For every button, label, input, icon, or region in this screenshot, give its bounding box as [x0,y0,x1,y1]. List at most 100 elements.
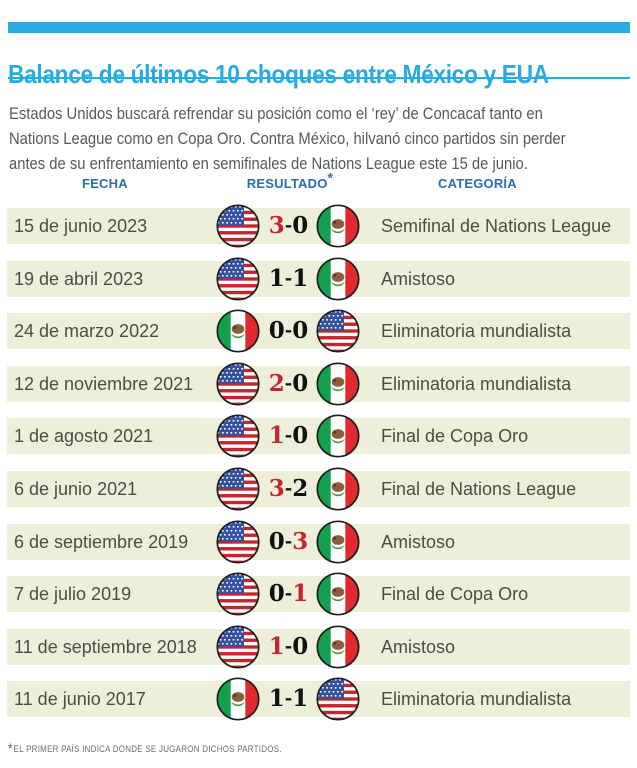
match-score: 0-1 [260,576,316,612]
mexico-flag-icon [316,520,360,564]
match-category: Final de Copa Oro [381,584,529,605]
usa-flag-icon [216,257,260,301]
away-score: 1 [292,580,308,608]
usa-flag-icon [216,204,260,248]
away-score: 0 [292,317,308,345]
table-row: 19 de abril 2023 1-1 Amistoso [0,257,637,301]
table-row: 11 de junio 2017 1-1 Eliminatoria mundia… [0,677,637,721]
match-score: 3-0 [260,208,316,244]
home-score: 1 [268,632,285,660]
home-score: 0 [268,527,285,555]
home-score: 1 [268,685,285,713]
usa-flag-icon [216,625,260,669]
home-score: 2 [268,369,285,397]
mexico-flag-icon [316,362,360,406]
mexico-flag-icon [316,625,360,669]
column-header-resultado: RESULTADO* [246,171,333,191]
match-score: 1-1 [260,261,316,297]
match-date: 11 de junio 2017 [14,689,146,710]
page-title: Balance de últimos 10 choques entre Méxi… [8,59,549,90]
column-header-resultado-label: RESULTADO [246,176,328,191]
away-score: 0 [292,369,308,397]
column-header-categoria: CATEGORÍA [438,176,517,191]
table-row: 24 de marzo 2022 0-0 Eliminatoria mundia… [0,309,637,353]
usa-flag-icon [216,362,260,406]
mexico-flag-icon [316,572,360,616]
match-score: 1-0 [260,418,316,454]
home-score: 3 [268,475,285,502]
home-score: 0 [268,317,285,345]
match-date: 1 de agosto 2021 [14,426,154,447]
intro-paragraph: Estados Unidos buscará refrendar su posi… [9,104,566,173]
match-score: 1-0 [260,629,316,665]
away-score: 0 [292,632,308,660]
footnote-text: EL PRIMER PAÍS INDICA DONDE SE JUGARON D… [13,744,282,755]
table-row: 12 de noviembre 2021 2-0 Eliminatoria mu… [0,362,637,406]
match-date: 12 de noviembre 2021 [14,373,194,394]
match-date: 11 de septiembre 2018 [14,636,197,657]
home-score: 1 [268,264,285,292]
table-row: 1 de agosto 2021 1-0 Final de Copa Oro [0,414,637,458]
table-row: 7 de julio 2019 0-1 Final de Copa Oro [0,572,637,616]
column-header-fecha: FECHA [82,176,128,191]
mexico-flag-icon [316,204,360,248]
match-category: Amistoso [381,531,456,552]
score-dash: - [284,215,293,236]
footnote-asterisk: * [8,740,13,756]
match-category: Final de Nations League [381,479,577,499]
away-score: 3 [292,527,308,555]
match-score: 2-0 [260,366,316,402]
usa-flag-icon [216,467,260,511]
usa-flag-icon [216,572,260,616]
score-dash: - [284,425,293,447]
match-score: 0-0 [260,313,316,349]
score-dash: - [284,688,293,710]
match-date: 19 de abril 2023 [14,268,144,289]
score-dash: - [284,635,293,657]
away-score: 0 [292,422,308,450]
score-dash: - [284,320,293,342]
match-category: Amistoso [381,268,456,289]
match-category: Eliminatoria mundialista [381,321,572,342]
match-category: Semifinal de Nations League [381,216,612,236]
match-score: 1-1 [260,681,316,717]
match-score: 0-3 [260,524,316,560]
home-score: 3 [268,212,285,239]
away-score: 1 [292,264,308,292]
match-category: Eliminatoria mundialista [381,373,572,394]
table-row: 6 de septiembre 2019 0-3 Amistoso [0,520,637,564]
match-category: Amistoso [381,636,456,657]
match-date: 6 de septiembre 2019 [14,531,189,552]
match-category: Eliminatoria mundialista [381,689,572,710]
mexico-flag-icon [216,677,260,721]
home-score: 0 [268,580,285,608]
mexico-flag-icon [316,257,360,301]
match-date: 24 de marzo 2022 [14,321,160,342]
away-score: 2 [292,475,308,502]
match-date: 6 de junio 2021 [14,479,138,499]
mexico-flag-icon [316,414,360,458]
score-dash: - [284,267,293,289]
top-accent-bar [8,22,630,33]
title-divider [8,77,630,79]
match-date: 7 de julio 2019 [14,584,132,605]
away-score: 0 [292,212,308,239]
mexico-flag-icon [216,309,260,353]
mexico-flag-icon [316,467,360,511]
home-score: 1 [268,422,285,450]
table-row: 11 de septiembre 2018 1-0 Amistoso [0,625,637,669]
score-dash: - [284,478,293,499]
match-date: 15 de junio 2023 [14,216,148,236]
usa-flag-icon [216,414,260,458]
table-row: 6 de junio 2021 3-2 Final de Nations Lea… [0,467,637,511]
match-score: 3-2 [260,471,316,507]
usa-flag-icon [316,677,360,721]
footnote: *EL PRIMER PAÍS INDICA DONDE SE JUGARON … [8,740,282,756]
score-dash: - [284,583,293,605]
match-category: Final de Copa Oro [381,426,529,447]
resultado-footnote-mark: * [327,169,334,186]
score-dash: - [284,372,293,394]
usa-flag-icon [216,520,260,564]
score-dash: - [284,530,293,552]
